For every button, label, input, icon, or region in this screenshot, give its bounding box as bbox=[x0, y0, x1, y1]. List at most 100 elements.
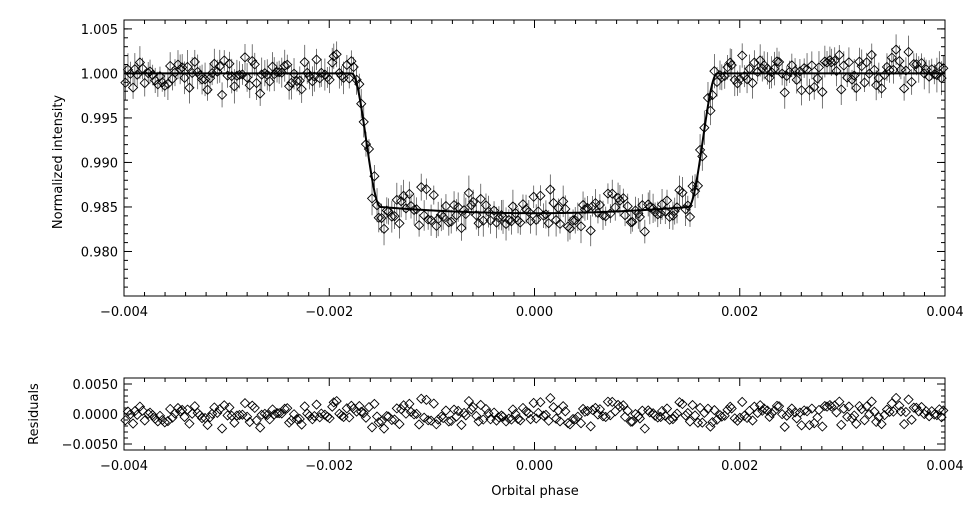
x-tick-label: 0.000 bbox=[516, 305, 553, 320]
data-point bbox=[543, 218, 554, 229]
light-curve-plot-frame bbox=[123, 19, 946, 297]
residual-point bbox=[458, 407, 470, 418]
residual-point bbox=[890, 392, 902, 404]
data-point bbox=[886, 52, 897, 63]
x-tick-label: −0.002 bbox=[305, 305, 353, 320]
data-point bbox=[919, 68, 930, 79]
residual-point bbox=[341, 403, 352, 414]
residual-point bbox=[398, 400, 409, 411]
data-point bbox=[127, 82, 139, 93]
data-point bbox=[669, 205, 680, 217]
residual-point bbox=[428, 398, 439, 409]
data-point bbox=[570, 215, 581, 226]
residual-point bbox=[147, 409, 158, 421]
residual-point bbox=[747, 415, 758, 426]
data-point bbox=[664, 211, 675, 223]
residual-point bbox=[919, 408, 930, 420]
residual-point bbox=[752, 407, 763, 419]
data-point bbox=[286, 77, 297, 88]
residual-point bbox=[864, 409, 875, 420]
residual-point bbox=[408, 409, 420, 420]
data-point bbox=[360, 139, 372, 150]
residual-points bbox=[120, 392, 949, 434]
residual-point bbox=[433, 414, 444, 425]
residuals-y-tick-labels: −0.0050 0.0000 0.0050 bbox=[62, 378, 118, 453]
residual-point bbox=[366, 422, 378, 433]
residual-point bbox=[594, 404, 606, 415]
residual-point bbox=[224, 402, 235, 413]
data-point bbox=[475, 193, 486, 205]
data-point bbox=[819, 56, 830, 67]
data-point bbox=[869, 64, 880, 76]
data-point bbox=[159, 80, 170, 91]
data-point bbox=[535, 190, 546, 201]
residual-point bbox=[813, 404, 825, 416]
data-point bbox=[282, 59, 293, 70]
data-point bbox=[324, 74, 335, 85]
residual-point bbox=[143, 408, 154, 419]
data-point bbox=[594, 199, 606, 211]
data-point bbox=[876, 83, 887, 94]
residual-point bbox=[831, 407, 842, 418]
residual-point bbox=[525, 414, 536, 425]
data-point bbox=[331, 49, 342, 60]
residual-point bbox=[515, 415, 526, 426]
data-point bbox=[523, 206, 534, 218]
data-point bbox=[471, 209, 482, 221]
data-point bbox=[719, 70, 730, 82]
residual-point bbox=[356, 406, 367, 417]
data-point bbox=[276, 67, 287, 78]
residual-point bbox=[212, 407, 223, 418]
residual-point bbox=[898, 419, 910, 430]
data-point bbox=[279, 60, 290, 71]
residual-point bbox=[873, 411, 884, 423]
residual-point bbox=[908, 402, 919, 413]
residual-point bbox=[231, 410, 243, 421]
residual-point bbox=[162, 415, 174, 427]
data-point bbox=[288, 68, 300, 79]
residual-point bbox=[443, 416, 454, 427]
residual-point bbox=[888, 406, 899, 417]
data-point bbox=[548, 197, 559, 209]
x-tick-label: 0.004 bbox=[926, 459, 963, 474]
residual-point bbox=[677, 398, 688, 410]
residual-point bbox=[421, 394, 432, 405]
residual-point bbox=[575, 418, 587, 429]
y-tick-label: 0.985 bbox=[81, 201, 118, 216]
residual-point bbox=[209, 402, 220, 413]
data-point bbox=[386, 211, 397, 222]
x-tick-label: −0.004 bbox=[100, 459, 148, 474]
residual-point bbox=[440, 405, 452, 416]
residual-point bbox=[764, 411, 775, 422]
residual-point bbox=[585, 421, 596, 432]
data-point bbox=[294, 75, 305, 86]
data-point bbox=[139, 77, 150, 89]
residual-point bbox=[234, 409, 245, 421]
data-point bbox=[734, 73, 746, 85]
residual-point bbox=[605, 410, 616, 421]
residual-point bbox=[801, 406, 813, 417]
data-point bbox=[737, 50, 748, 61]
residual-point bbox=[886, 398, 897, 409]
residual-point bbox=[929, 409, 940, 420]
data-point bbox=[309, 71, 320, 82]
residual-point bbox=[699, 407, 710, 419]
y-tick-label: 1.005 bbox=[81, 23, 118, 38]
residual-point bbox=[378, 423, 390, 434]
y-tick-label: 0.980 bbox=[81, 245, 118, 260]
residual-point bbox=[834, 396, 845, 407]
data-point bbox=[846, 74, 858, 85]
residual-point bbox=[669, 410, 680, 422]
residual-point bbox=[755, 400, 766, 411]
residual-point bbox=[838, 403, 849, 414]
data-point bbox=[732, 78, 743, 89]
light-curve-y-axis-title: Normalized intensity bbox=[51, 95, 66, 230]
data-point bbox=[577, 199, 589, 211]
data-point bbox=[376, 212, 387, 224]
residual-point bbox=[336, 410, 347, 421]
data-point bbox=[859, 77, 870, 88]
residual-point bbox=[316, 408, 327, 419]
residual-point bbox=[279, 403, 290, 414]
data-point bbox=[299, 57, 310, 68]
